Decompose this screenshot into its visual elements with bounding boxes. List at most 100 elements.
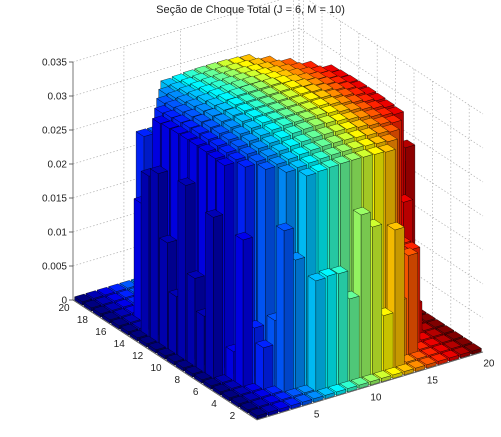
bar-face-top: [356, 138, 376, 147]
bar-face-top: [424, 328, 443, 337]
bar-face-top: [239, 401, 258, 410]
bar-face-top: [445, 331, 464, 340]
y-tick-label: 6: [193, 387, 199, 398]
bar-face-top: [284, 125, 303, 134]
bar-face-top: [350, 377, 369, 386]
bar-face-top: [240, 84, 259, 93]
bar-face-left: [140, 170, 150, 339]
bar-face-top: [291, 146, 310, 155]
bar-face-top: [433, 334, 453, 343]
bar-face-top: [302, 142, 321, 151]
bars: [74, 54, 482, 420]
bar-face-left: [159, 237, 168, 351]
bar-face-top: [247, 99, 266, 108]
bar-face-top: [170, 125, 189, 135]
bar-face-top: [202, 377, 222, 386]
bar-face-top: [422, 338, 441, 347]
bar-face-top: [328, 384, 347, 393]
bar-face-top: [281, 89, 300, 98]
bar-face-top: [295, 121, 314, 130]
bar-face-top: [409, 350, 428, 359]
bar-face-top: [251, 398, 270, 407]
bar-face-top: [315, 126, 335, 135]
bar-face-front: [326, 273, 337, 390]
bar-face-front: [242, 236, 253, 389]
bar-face-top: [248, 153, 267, 162]
z-tick-label: 0.015: [42, 194, 67, 205]
bar: [275, 222, 294, 394]
bar-face-front: [283, 227, 294, 394]
bar-face-top: [279, 151, 299, 160]
bar-face-top: [316, 387, 335, 396]
bar-face-top: [273, 391, 292, 400]
z-gridline: [72, 163, 484, 285]
bar-face-top: [304, 129, 323, 139]
bar-face-top: [339, 380, 358, 389]
bar-face-top: [138, 335, 157, 344]
bar-face-top: [236, 159, 256, 168]
bar-face-top: [311, 150, 330, 160]
bar-face-top: [298, 167, 317, 177]
bar-face-top: [452, 346, 471, 355]
bar-face-top: [261, 135, 280, 144]
bar-face-top: [96, 287, 115, 296]
bar-face-left: [235, 234, 244, 389]
bar-face-top: [429, 353, 448, 362]
bar-face-top: [236, 103, 255, 112]
bar-face-top: [338, 121, 357, 130]
bar-face-top: [113, 308, 132, 317]
bar-face-top: [159, 234, 178, 244]
bar-face-top: [303, 83, 323, 92]
tick-labels: 0 0.005 0.01 0.015 0.02 0.025 0.03 0.035 2 4 6 8 10 1…: [42, 58, 495, 423]
bar-face-top: [221, 389, 240, 398]
bar-face-top: [231, 126, 251, 135]
bar-face-top: [207, 150, 226, 159]
bar-face-top: [108, 283, 127, 292]
bar-face-top: [120, 323, 139, 332]
bar-face-top: [345, 140, 364, 149]
bar-face-top: [443, 340, 462, 349]
bar-face-top: [253, 389, 272, 398]
bar-face-top: [368, 135, 387, 144]
bar-face-top: [283, 80, 302, 89]
z-gridline: [72, 129, 484, 251]
bar-face-left: [196, 310, 205, 375]
bar-face-top: [183, 108, 202, 118]
bar-face-top: [254, 115, 273, 124]
bar-face-top: [354, 149, 374, 158]
bar-face-top: [224, 107, 243, 116]
bar-face-top: [272, 130, 292, 139]
bar-face-top: [269, 92, 289, 101]
chart-title: Seção de Choque Total (J = 6, M = 10): [156, 4, 345, 16]
bar-face-top: [161, 120, 180, 129]
bar-face-top: [85, 290, 104, 299]
bar-face-top: [238, 146, 258, 155]
bar-face-top: [105, 293, 125, 302]
bar-face-top: [135, 128, 154, 137]
floor-front-edges: [72, 299, 484, 421]
bar-face-top: [366, 146, 385, 155]
bar-face-top: [307, 272, 326, 282]
bar-face-left: [168, 291, 177, 357]
bar-face-front: [349, 295, 360, 383]
bar-face-left: [186, 273, 196, 369]
bar-face-top: [186, 270, 205, 279]
bar-face-top: [226, 97, 246, 106]
bar-face-top: [420, 347, 439, 356]
bar-face-top: [229, 138, 248, 148]
bar-face-top: [332, 155, 351, 164]
x-tick-label: 10: [370, 393, 382, 404]
bar-face-left: [276, 225, 285, 394]
z-tick-label: 0.005: [42, 262, 67, 273]
bar-face-top: [101, 311, 120, 320]
bar-face-top: [318, 115, 337, 124]
bar-face-top: [431, 344, 451, 353]
bar: [255, 339, 274, 392]
z-tick-label: 0: [61, 296, 67, 307]
bar-face-top: [217, 92, 236, 101]
bar-face-top: [274, 117, 294, 126]
bar-face-top: [436, 325, 455, 334]
bar-face-front: [263, 344, 274, 392]
